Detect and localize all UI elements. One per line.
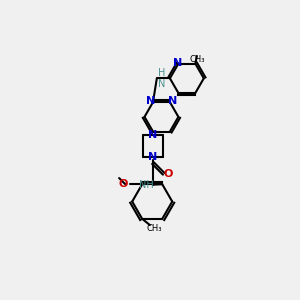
Text: O: O bbox=[164, 169, 173, 179]
Text: O: O bbox=[119, 179, 128, 189]
Text: N: N bbox=[148, 152, 158, 162]
Text: N: N bbox=[168, 96, 177, 106]
Text: N: N bbox=[173, 58, 182, 68]
Text: NH: NH bbox=[140, 180, 154, 190]
Text: CH₃: CH₃ bbox=[147, 224, 162, 232]
Text: N: N bbox=[146, 96, 155, 106]
Text: CH₃: CH₃ bbox=[189, 55, 205, 64]
Text: N: N bbox=[148, 130, 158, 140]
Text: H
N: H N bbox=[158, 68, 165, 89]
